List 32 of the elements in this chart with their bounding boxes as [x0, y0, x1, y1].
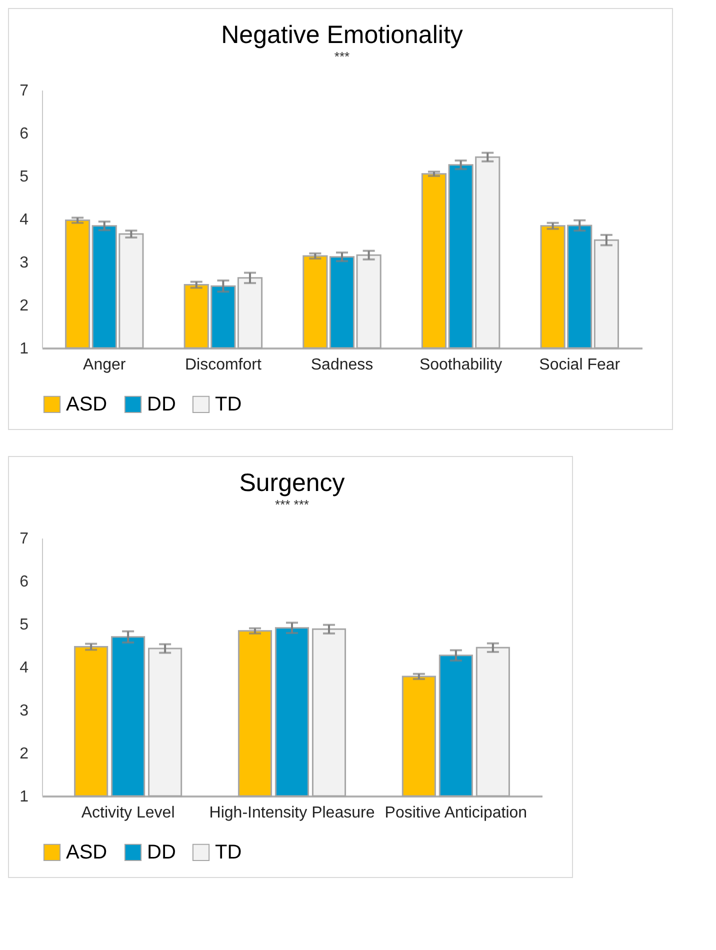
- text: ***: [334, 49, 350, 64]
- x-tick-label: High-Intensity Pleasure: [209, 804, 375, 822]
- x-tick-label: Positive Anticipation: [384, 804, 528, 822]
- text: *** ***: [275, 497, 309, 512]
- legend-label: DD: [147, 393, 176, 416]
- y-tick-label: 1: [20, 788, 29, 806]
- legend-label: DD: [147, 841, 176, 864]
- y-tick-label: 2: [20, 298, 29, 314]
- x-tick-label: Activity Level: [81, 804, 175, 822]
- y-tick-label: 6: [20, 574, 29, 590]
- y-tick-label: 7: [20, 82, 29, 100]
- y-tick-label: 1: [20, 340, 29, 358]
- y-tick-label: 2: [20, 746, 29, 762]
- x-tick-label: Sadness: [310, 356, 374, 374]
- y-tick-label: 3: [20, 254, 29, 272]
- x-tick-label: Social Fear: [539, 356, 621, 374]
- legend-label: TD: [215, 393, 242, 416]
- y-tick-label: 3: [20, 702, 29, 720]
- legend-label: TD: [215, 841, 242, 864]
- chart-title: Negative Emotionality: [221, 21, 464, 49]
- y-tick-label: 4: [20, 660, 29, 676]
- y-tick-label: 6: [20, 126, 29, 142]
- x-tick-label: Soothability: [419, 356, 502, 374]
- y-tick-label: 4: [20, 212, 29, 228]
- chart-title: Surgency: [239, 469, 346, 497]
- x-tick-label: Anger: [83, 356, 126, 374]
- y-tick-label: 5: [20, 168, 29, 186]
- legend-label: ASD: [66, 841, 108, 864]
- y-tick-label: 5: [20, 616, 29, 634]
- x-tick-label: Discomfort: [184, 356, 262, 374]
- y-tick-label: 7: [20, 530, 29, 548]
- legend-label: ASD: [66, 393, 108, 416]
